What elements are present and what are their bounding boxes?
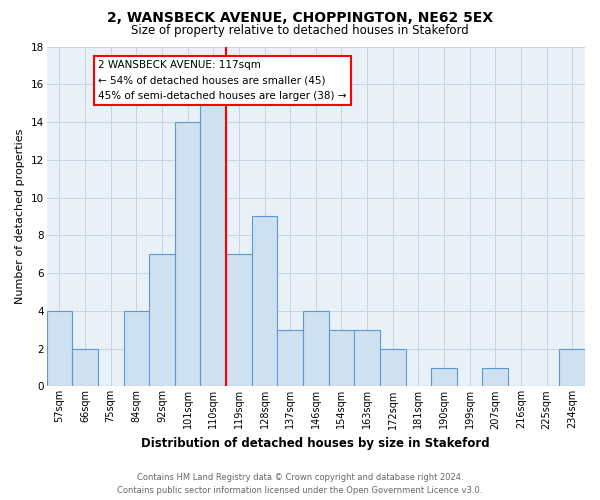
Y-axis label: Number of detached properties: Number of detached properties bbox=[15, 129, 25, 304]
Bar bbox=[277, 330, 303, 386]
Bar bbox=[303, 311, 329, 386]
Bar bbox=[482, 368, 508, 386]
Bar bbox=[354, 330, 380, 386]
Bar bbox=[559, 348, 585, 387]
Bar bbox=[72, 348, 98, 387]
Text: Size of property relative to detached houses in Stakeford: Size of property relative to detached ho… bbox=[131, 24, 469, 37]
Bar bbox=[175, 122, 200, 386]
Bar bbox=[149, 254, 175, 386]
X-axis label: Distribution of detached houses by size in Stakeford: Distribution of detached houses by size … bbox=[142, 437, 490, 450]
Bar bbox=[200, 103, 226, 387]
Bar bbox=[380, 348, 406, 387]
Bar bbox=[329, 330, 354, 386]
Text: 2, WANSBECK AVENUE, CHOPPINGTON, NE62 5EX: 2, WANSBECK AVENUE, CHOPPINGTON, NE62 5E… bbox=[107, 11, 493, 25]
Text: Contains HM Land Registry data © Crown copyright and database right 2024.
Contai: Contains HM Land Registry data © Crown c… bbox=[118, 474, 482, 495]
Bar bbox=[431, 368, 457, 386]
Bar bbox=[124, 311, 149, 386]
Bar bbox=[251, 216, 277, 386]
Bar bbox=[47, 311, 72, 386]
Text: 2 WANSBECK AVENUE: 117sqm
← 54% of detached houses are smaller (45)
45% of semi-: 2 WANSBECK AVENUE: 117sqm ← 54% of detac… bbox=[98, 60, 346, 101]
Bar bbox=[226, 254, 251, 386]
